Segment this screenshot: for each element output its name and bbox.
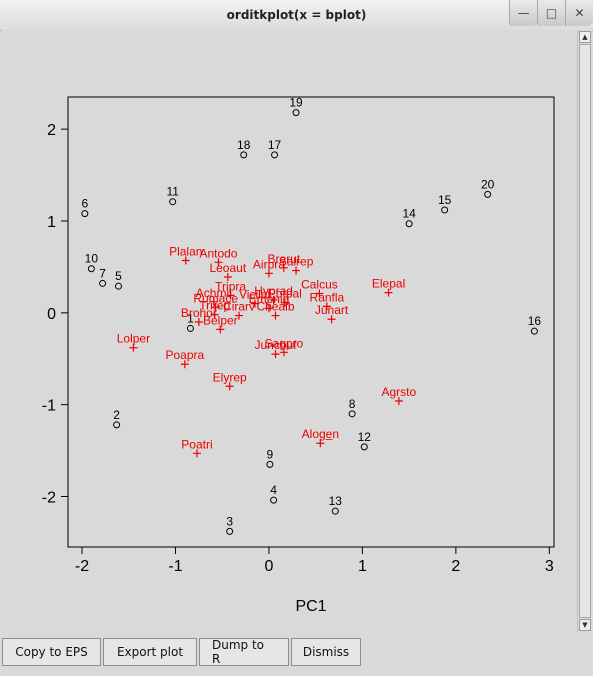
site-point (442, 207, 448, 213)
y-tick-label: -1 (42, 398, 56, 415)
site-point (241, 152, 247, 158)
ordination-plot: -2 -1 0 1 2 3-2-1012PC11234567891011121314151… (2, 30, 577, 632)
plot-frame (68, 97, 554, 547)
site-label: 10 (85, 252, 99, 266)
window-controls: — □ ✕ (509, 0, 593, 28)
species-label: Poatri (181, 437, 212, 451)
species-label: Antodo (199, 246, 237, 260)
species-label: Sagpro (265, 336, 304, 350)
site-label: 7 (99, 266, 106, 280)
x-tick-label: 2 (451, 558, 460, 575)
site-point (332, 508, 338, 514)
site-label: 20 (481, 177, 495, 191)
scroll-down-arrow-icon[interactable]: ▼ (579, 619, 591, 631)
x-tick-label: 1 (358, 558, 367, 575)
y-tick-label: 2 (47, 122, 56, 139)
y-tick-label: 0 (47, 306, 56, 323)
species-label: Aloge̲n (302, 427, 339, 441)
site-point (485, 191, 491, 197)
x-tick-label: 3 (545, 558, 554, 575)
species-label: Plalan (169, 244, 202, 258)
copy-to-eps-button[interactable]: Copy to EPS (2, 638, 101, 666)
species-label: Agrsto (382, 385, 417, 399)
site-point (82, 211, 88, 217)
dismiss-button[interactable]: Dismiss (291, 638, 361, 666)
site-point (272, 152, 278, 158)
site-point (170, 199, 176, 205)
x-tick-label: -2 (75, 558, 89, 575)
site-label: 14 (402, 207, 416, 221)
site-label: 13 (329, 494, 343, 508)
y-tick-label: 1 (47, 214, 56, 231)
x-tick-label: -1 (168, 558, 182, 575)
species-label: Elyrep (213, 370, 247, 384)
maximize-button[interactable]: □ (537, 0, 565, 26)
site-point (531, 328, 537, 334)
site-label: 4 (270, 483, 277, 497)
site-point (88, 266, 94, 272)
site-point (349, 411, 355, 417)
site-point (187, 325, 193, 331)
x-axis-label: PC1 (295, 598, 326, 615)
site-label: 15 (438, 193, 452, 207)
site-point (293, 110, 299, 116)
site-label: 3 (226, 514, 233, 528)
close-button[interactable]: ✕ (565, 0, 593, 26)
export-plot-button[interactable]: Export plot (103, 638, 197, 666)
site-point (361, 444, 367, 450)
site-label: 8 (349, 397, 356, 411)
site-label: 11 (166, 185, 179, 199)
window-title: orditkplot(x = bplot) (0, 8, 593, 22)
species-label: Junart (315, 303, 349, 317)
site-point (271, 497, 277, 503)
species-label: Airpra (253, 257, 285, 271)
site-label: 5 (115, 269, 122, 283)
site-label: 2 (113, 408, 120, 422)
site-label: 18 (237, 138, 251, 152)
site-point (227, 528, 233, 534)
site-point (114, 422, 120, 428)
title-bar[interactable]: orditkplot(x = bplot) — □ ✕ (0, 0, 593, 31)
site-point (100, 280, 106, 286)
dump-to-r-button[interactable]: Dump to R (199, 638, 289, 666)
species-label: Elepal (372, 277, 405, 291)
site-point (267, 461, 273, 467)
scroll-up-arrow-icon[interactable]: ▲ (579, 31, 591, 43)
species-label: Leoaut (209, 261, 246, 275)
scroll-thumb[interactable] (579, 44, 591, 618)
species-label: Ranfla (310, 290, 345, 304)
y-tick-label: -2 (42, 489, 56, 506)
site-label: 6 (81, 197, 88, 211)
site-point (115, 283, 121, 289)
minimize-button[interactable]: — (509, 0, 537, 26)
species-label: Potpal (268, 287, 302, 301)
plot-canvas[interactable]: -2 -1 0 1 2 3 -2 -1 0 1 2 PC1 1 2 3 4 5 6 7 8 9 10 11 12 13 14 15 1… (2, 30, 577, 632)
button-bar: Copy to EPS Export plot Dump to R Dismis… (0, 638, 361, 668)
site-label: 9 (267, 447, 274, 461)
species-label: Trirep (199, 299, 230, 313)
x-tick-label: 0 (264, 558, 273, 575)
site-label: 17 (268, 138, 282, 152)
species-label: Poapra (165, 348, 204, 362)
species-label: Lolper (117, 332, 150, 346)
site-label: 12 (358, 430, 372, 444)
species-label: Vicilat (239, 288, 271, 302)
site-label: 19 (289, 96, 303, 110)
vertical-scrollbar[interactable]: ▲ ▼ (577, 30, 592, 632)
site-point (406, 221, 412, 227)
site-label: 16 (528, 314, 542, 328)
